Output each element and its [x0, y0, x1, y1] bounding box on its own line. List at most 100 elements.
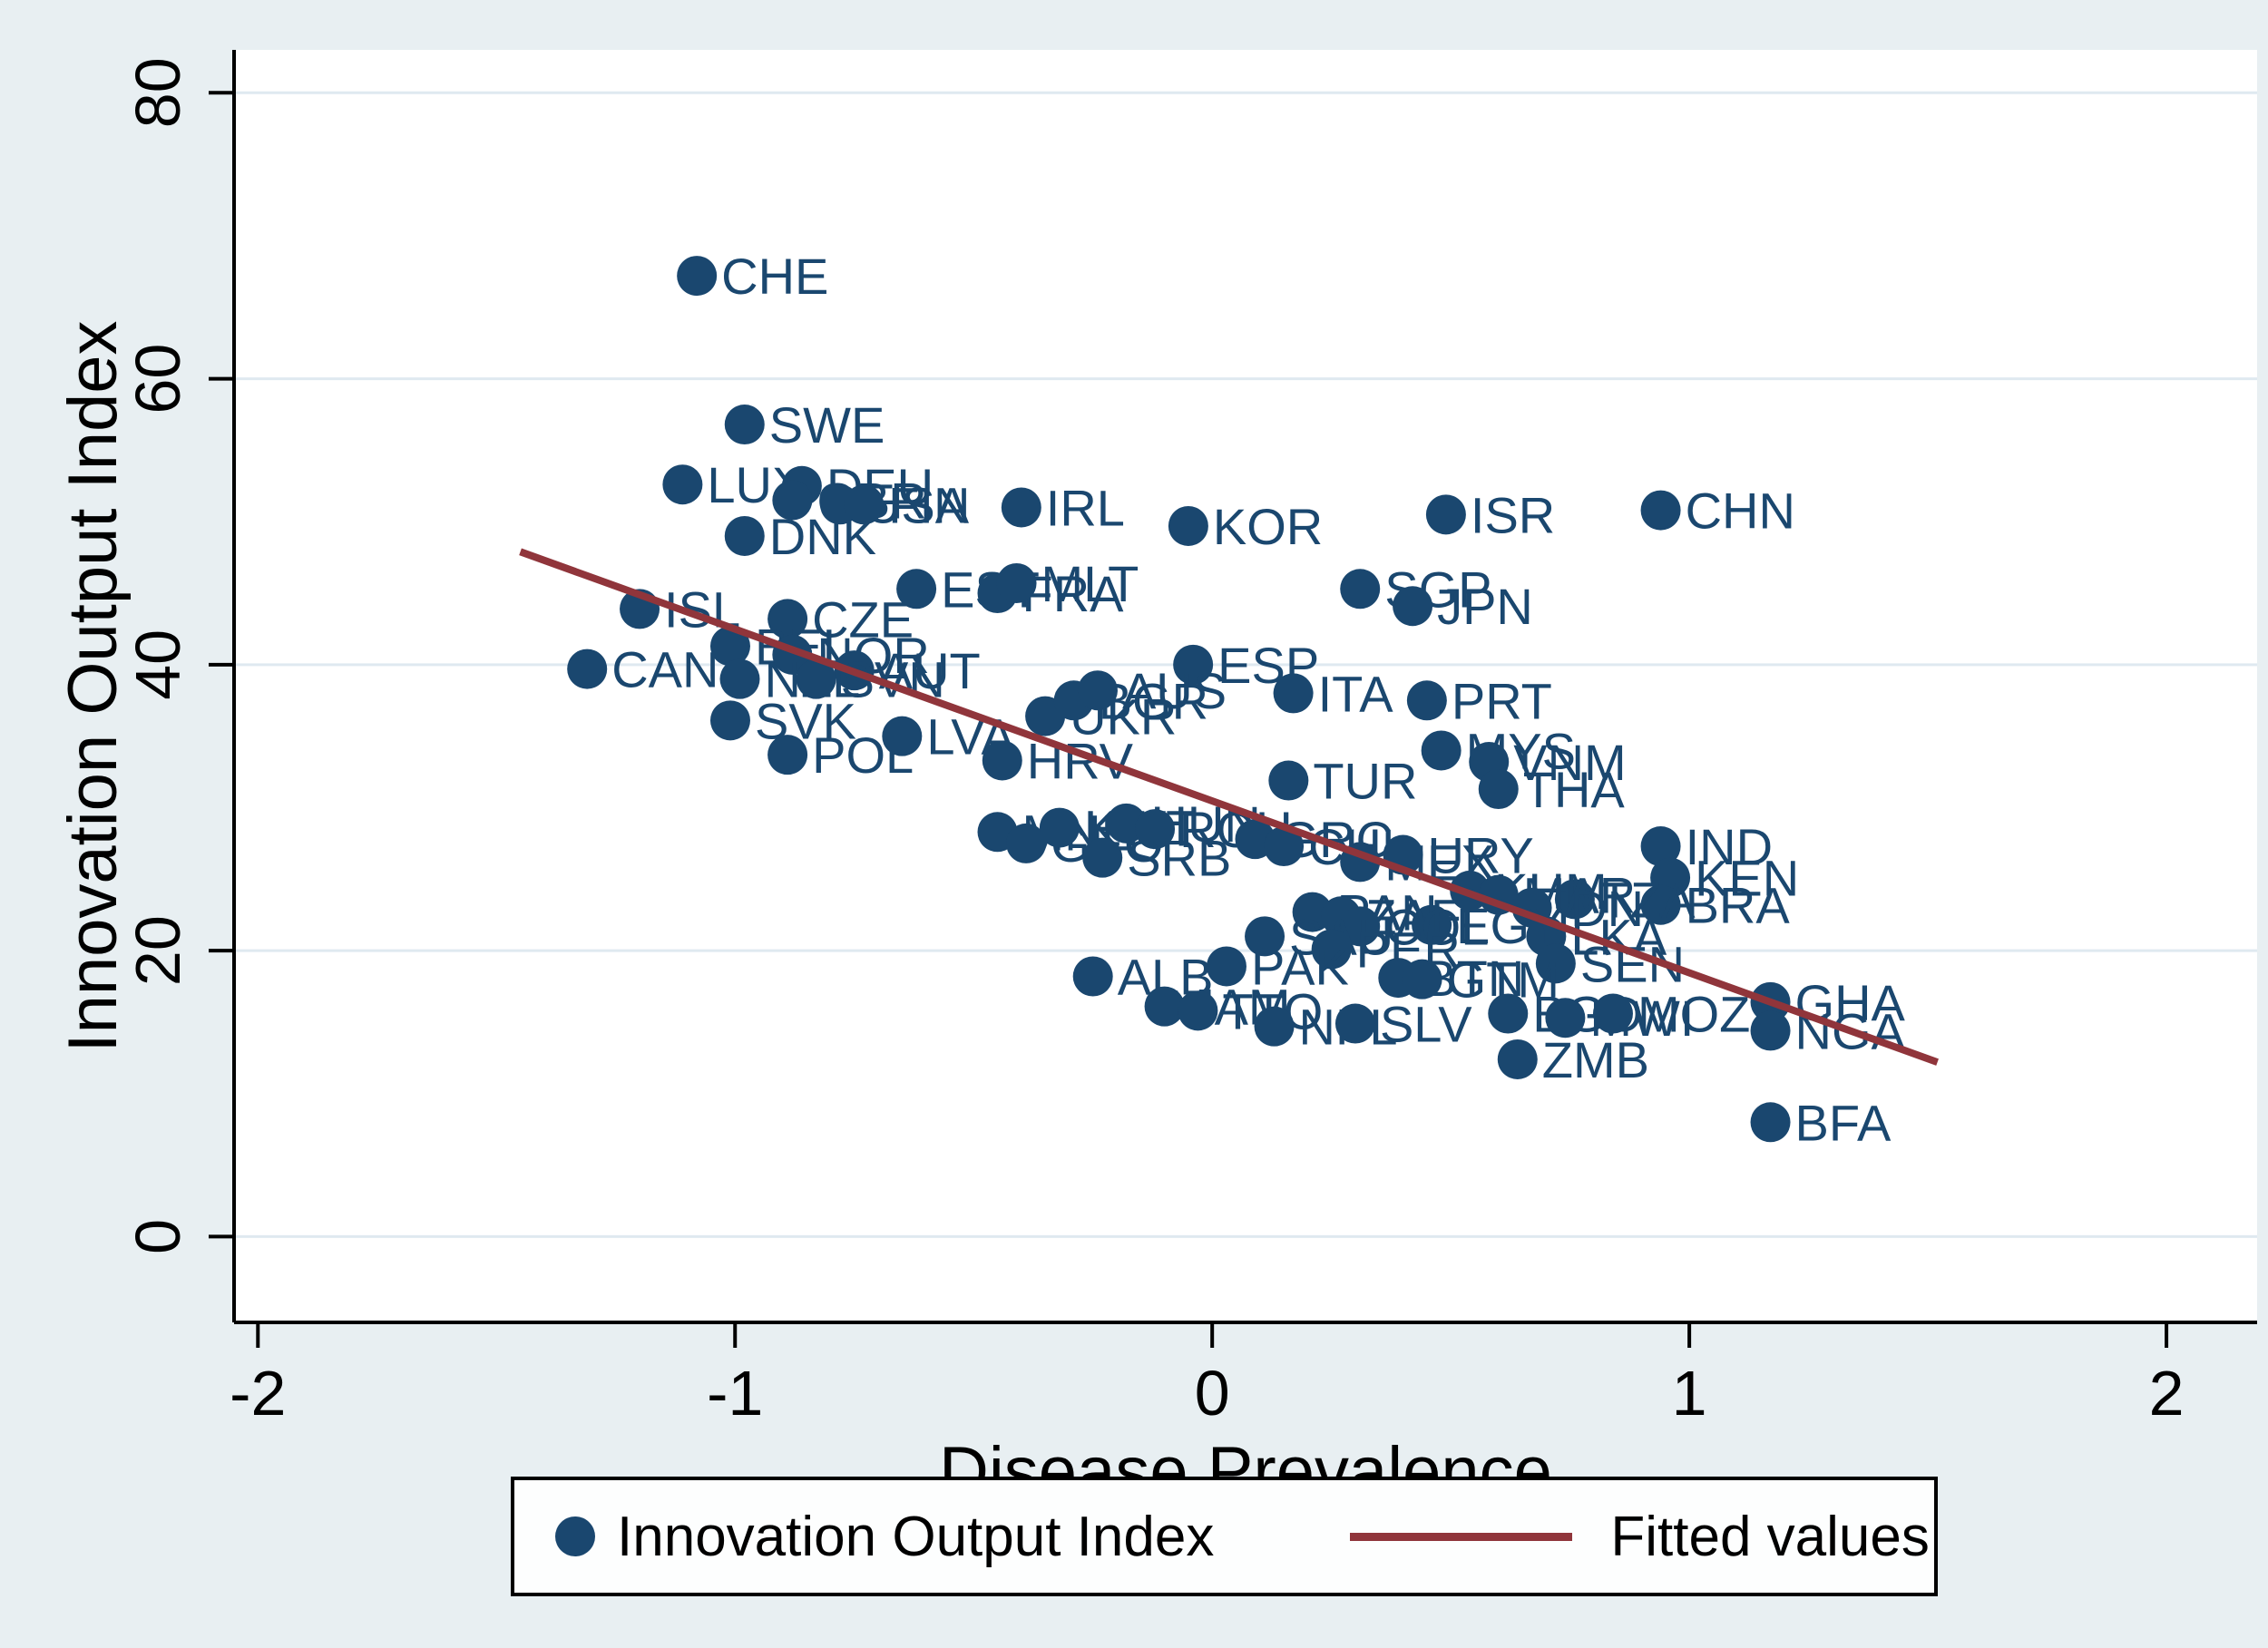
data-point-GTM	[1402, 959, 1442, 1000]
x-tick-label-0: 0	[1195, 1358, 1230, 1429]
data-point-IRL	[1001, 487, 1041, 528]
country-label-SRB: SRB	[1127, 830, 1231, 887]
data-point-POL	[767, 735, 808, 775]
data-point-LVA	[882, 716, 923, 756]
data-point-CAN	[567, 648, 608, 689]
data-point-THA	[1478, 769, 1519, 810]
data-point-SGP	[1340, 569, 1381, 609]
data-point-SEN	[1535, 943, 1576, 984]
data-point-PER	[1311, 929, 1352, 970]
country-label-FIN: FIN	[888, 476, 970, 533]
data-point-ZMB	[1497, 1039, 1538, 1079]
plot-area	[234, 50, 2257, 1322]
data-point-CHN	[1640, 490, 1681, 531]
data-point-TTO	[1178, 990, 1218, 1031]
country-label-VNM: VNM	[1513, 734, 1626, 791]
country-label-TUR: TUR	[1313, 753, 1417, 810]
country-label-THA: THA	[1523, 761, 1626, 818]
data-point-MWI	[1545, 998, 1586, 1039]
country-label-KEN: KEN	[1695, 850, 1799, 907]
data-point-ALB	[1072, 956, 1113, 997]
country-label-CZE: CZE	[812, 590, 914, 648]
country-label-MLT: MLT	[1041, 555, 1139, 612]
data-point-SWE	[724, 405, 765, 445]
country-label-ITA: ITA	[1318, 665, 1394, 722]
country-label-AUS: AUS	[1122, 662, 1227, 719]
country-label-ZMB: ZMB	[1542, 1031, 1649, 1088]
country-label-JPN: JPN	[1437, 578, 1533, 635]
data-point-MYS	[1421, 730, 1461, 771]
legend: Innovation Output Index Fitted values	[511, 1477, 1938, 1596]
data-point-CZE	[767, 599, 808, 639]
legend-marker-line	[1350, 1532, 1573, 1541]
fitted-line	[519, 548, 1939, 1066]
data-point-HRV	[982, 740, 1022, 781]
data-point-COL	[1340, 906, 1381, 947]
country-label-CAN: CAN	[611, 641, 719, 698]
country-label-GHA: GHA	[1795, 974, 1906, 1031]
data-point-NZL	[719, 658, 760, 699]
data-point-GBR	[772, 480, 813, 521]
x-tick-label-1: 1	[1672, 1358, 1707, 1429]
data-point-ITA	[1273, 673, 1314, 714]
country-label-ISR: ISR	[1471, 486, 1555, 543]
data-point-TZA	[1554, 879, 1595, 920]
data-point-BFA	[1750, 1102, 1791, 1143]
data-point-KOR	[1168, 505, 1208, 546]
y-tick-label-80: 80	[122, 57, 193, 128]
data-point-SLV	[1334, 1003, 1375, 1044]
data-point-CHE	[677, 256, 718, 297]
x-tick-label--2: -2	[230, 1358, 286, 1429]
data-point-ESP	[1173, 644, 1214, 685]
y-tick-label-20: 20	[122, 915, 193, 986]
data-point-NGA	[1750, 1010, 1791, 1051]
data-point-EGY	[1412, 904, 1452, 945]
legend-label-fit: Fitted values	[1610, 1505, 1930, 1568]
y-axis-title: Innovation Output Index	[54, 320, 132, 1052]
data-point-KWT	[1039, 807, 1080, 848]
country-label-COL: COL	[1384, 898, 1489, 955]
data-point-IND	[1640, 826, 1681, 867]
country-label-TZA: TZA	[1599, 871, 1696, 928]
country-label-BFA: BFA	[1795, 1094, 1892, 1151]
country-label-BRA: BRA	[1686, 877, 1791, 934]
country-label-BGR: BGR	[1099, 672, 1208, 729]
data-point-CHL	[1264, 826, 1305, 867]
data-point-SVK	[709, 700, 750, 741]
data-point-TUR	[1268, 760, 1309, 801]
country-label-SVK: SVK	[755, 692, 856, 749]
data-point-AUS	[1077, 670, 1118, 711]
data-point-ROU	[1135, 809, 1176, 850]
country-label-MOZ: MOZ	[1637, 985, 1750, 1042]
data-point-GEO	[1006, 823, 1047, 863]
data-point-BEL	[709, 626, 750, 667]
country-label-SWE: SWE	[769, 396, 885, 453]
data-point-DNK	[724, 515, 765, 556]
data-point-SVN	[796, 658, 836, 699]
x-tick-label-2: 2	[2149, 1358, 2185, 1429]
data-point-EST	[896, 569, 937, 609]
country-label-DNK: DNK	[769, 508, 876, 565]
data-point-JPN	[1393, 586, 1433, 627]
country-label-PRT: PRT	[1452, 672, 1552, 729]
y-tick-label-0: 0	[122, 1219, 193, 1254]
country-label-SLV: SLV	[1380, 996, 1472, 1053]
data-point-BRA	[1640, 884, 1681, 925]
x-tick-label--1: -1	[707, 1358, 763, 1429]
country-label-ZAF: ZAF	[1365, 888, 1461, 945]
country-label-CHE: CHE	[721, 248, 828, 305]
country-label-KOR: KOR	[1213, 498, 1323, 555]
legend-label-scatter: Innovation Output Index	[617, 1505, 1215, 1568]
data-point-ISR	[1425, 494, 1466, 535]
data-point-NPL	[1254, 1006, 1295, 1047]
data-point-MOZ	[1592, 993, 1633, 1034]
data-point-PAK	[1206, 946, 1246, 987]
country-label-FRA: FRA	[1022, 565, 1125, 622]
country-label-IND: IND	[1686, 818, 1773, 875]
data-point-JAM	[1144, 986, 1185, 1027]
data-point-BGD	[1488, 993, 1529, 1034]
data-point-SRB	[1082, 837, 1123, 878]
data-point-PRT	[1406, 680, 1447, 721]
